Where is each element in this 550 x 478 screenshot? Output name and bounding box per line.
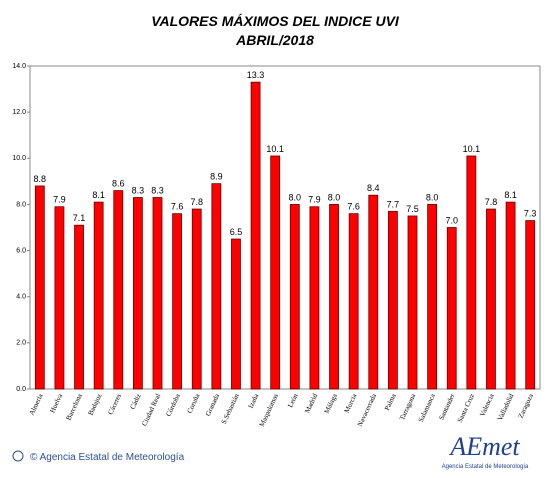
bar	[407, 215, 418, 390]
bar	[54, 206, 65, 390]
y-tick-label: 0.0	[16, 386, 26, 393]
value-label: 7.7	[387, 199, 400, 209]
value-label: 7.0	[445, 216, 458, 226]
value-label: 7.8	[485, 197, 498, 207]
plot-frame	[29, 65, 541, 390]
bar	[348, 213, 359, 390]
bar	[231, 238, 241, 390]
bar	[211, 183, 222, 390]
value-label: 7.3	[524, 209, 537, 219]
value-label: 13.3	[247, 70, 265, 80]
x-tick-label: Cáceres	[106, 392, 123, 416]
x-tick-label: León	[286, 392, 300, 409]
bar	[113, 190, 124, 390]
x-tick-label: Navacerrada	[356, 392, 379, 428]
y-tick-label: 10.0	[12, 155, 26, 162]
x-tick-label: Salamanca	[417, 392, 437, 424]
x-tick-label: Murcia	[343, 392, 359, 415]
value-label: 7.6	[347, 202, 360, 212]
y-tick-label: 14.0	[12, 63, 26, 70]
value-label: 7.1	[73, 213, 86, 223]
bar	[74, 224, 84, 390]
y-tick-label: 12.0	[12, 109, 26, 116]
value-label: 7.5	[406, 204, 419, 214]
bar	[191, 208, 202, 390]
bar	[132, 197, 143, 390]
x-tick-label: Ciudad Real	[140, 392, 162, 427]
value-label: 10.1	[266, 144, 284, 154]
x-tick-label: Zaragoza	[517, 392, 536, 420]
chart-title: VALORES MÁXIMOS DEL INDICE UVI	[151, 13, 400, 29]
x-tick-label: Maspalomas	[258, 392, 280, 428]
x-tick-label: Badajoz	[87, 392, 104, 416]
x-tick-label: Cádiz	[129, 392, 143, 410]
bar	[368, 194, 379, 390]
x-tick-label: Valladolid	[496, 392, 516, 422]
value-label: 8.6	[112, 179, 125, 189]
x-tick-label: Málaga	[323, 392, 339, 415]
logo: AEmet	[448, 432, 520, 461]
bar	[387, 210, 398, 390]
x-tick-label: Santa Cruz	[456, 392, 476, 423]
x-tick-label: Granada	[204, 392, 222, 418]
bar	[93, 201, 104, 390]
bar	[329, 204, 339, 390]
y-tick-label: 4.0	[16, 294, 26, 301]
y-tick-label: 6.0	[16, 247, 26, 254]
x-tick-label: Santander	[437, 392, 456, 421]
bar	[250, 81, 261, 390]
value-label: 8.0	[426, 192, 439, 202]
y-tick-label: 2.0	[16, 340, 26, 347]
x-tick-label: Izaña	[247, 392, 261, 410]
value-label: 8.1	[92, 190, 105, 200]
bar	[466, 155, 477, 390]
bar	[525, 220, 536, 390]
value-label: 8.8	[34, 174, 47, 184]
x-tick-label: Tarragona	[398, 392, 418, 422]
bar	[289, 204, 300, 390]
x-tick-label: Barcelona	[65, 392, 85, 422]
value-label: 10.1	[463, 144, 481, 154]
value-label: 7.9	[53, 195, 66, 205]
x-tick-label: Almería	[28, 392, 45, 417]
value-label: 7.6	[171, 202, 184, 212]
value-label: 8.3	[132, 186, 145, 196]
value-label: 8.1	[504, 190, 517, 200]
bar	[172, 213, 183, 390]
x-tick-label: Coruña	[186, 392, 202, 415]
chart-subtitle: ABRIL/2018	[235, 32, 314, 48]
x-tick-label: Valencia	[478, 392, 496, 418]
value-label: 8.0	[289, 192, 302, 202]
x-tick-label: Huelva	[48, 392, 64, 415]
x-tick-label: Palma	[383, 392, 398, 412]
value-label: 7.9	[308, 195, 321, 205]
bar	[486, 208, 496, 390]
value-label: 6.5	[230, 227, 243, 237]
bar	[270, 155, 281, 390]
value-label: 8.4	[367, 183, 380, 193]
value-label: 7.8	[190, 197, 203, 207]
x-tick-label: S.Sebastián	[220, 392, 241, 425]
bar	[446, 227, 457, 390]
y-tick-label: 8.0	[16, 201, 26, 208]
value-label: 8.9	[210, 172, 223, 182]
logo-subtitle: Agencia Estatal de Meteorología	[442, 464, 529, 470]
value-label: 8.3	[151, 186, 164, 196]
bar	[427, 204, 438, 390]
x-tick-label: Madrid	[303, 392, 319, 415]
bar	[505, 201, 516, 390]
value-label: 8.0	[328, 192, 341, 202]
copyright-circle	[12, 450, 24, 462]
bar	[309, 206, 320, 390]
bar	[34, 185, 45, 390]
copyright: © Agencia Estatal de Meteorología	[30, 452, 185, 463]
bar	[152, 197, 163, 390]
x-tick-label: Córdoba	[164, 392, 182, 418]
